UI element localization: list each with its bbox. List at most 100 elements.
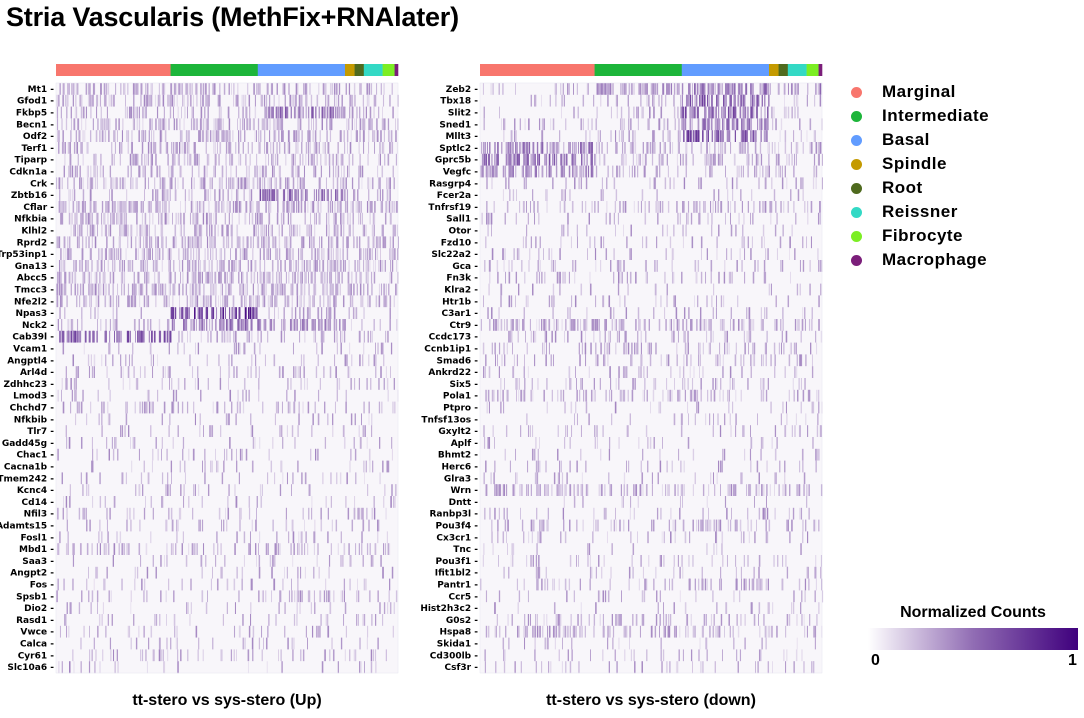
gene-label: Tiparp - <box>15 156 55 166</box>
heatmap-row-terf1 <box>56 142 398 154</box>
heatmap-row-ccr5 <box>480 590 824 603</box>
heatmap-row-gfod1 <box>56 94 399 107</box>
heatmap-row-fkbp5 <box>56 106 398 119</box>
heatmap-row-kcnc4 <box>56 484 398 497</box>
heatmap-row-odf2 <box>56 130 398 143</box>
heatmap-row-calca <box>56 637 398 650</box>
heatmap-row-tmcc3 <box>56 283 398 296</box>
gene-label: Nfe2l2 - <box>14 297 54 307</box>
heatmap-row-aplf <box>480 437 822 449</box>
heatmap-row-herc6 <box>480 460 822 473</box>
heatmap-row-tmem242 <box>56 472 398 485</box>
legend-dot-icon <box>851 158 862 170</box>
gene-label: Slc10a6 - <box>7 663 54 673</box>
gene-label: Ranbp3l - <box>429 510 478 520</box>
gene-label: Glra3 - <box>444 474 478 484</box>
legend-label: Spindle <box>882 154 947 173</box>
gene-label: Bhmt2 - <box>438 451 478 461</box>
heatmap-row-cx3cr1 <box>480 531 822 544</box>
gene-label: Zeb2 - <box>446 85 478 95</box>
gene-label: Aplf - <box>451 439 479 449</box>
legend-dot-icon <box>851 254 862 266</box>
heatmap-row-cdkn1a <box>56 165 398 178</box>
heatmap-row-nfe2l2 <box>56 295 398 308</box>
heatmap-row-tiparp <box>56 153 398 166</box>
heatmap-row-fcer2a <box>480 189 822 202</box>
heatmap-row-lmod3 <box>56 389 399 402</box>
gene-label: Tlr7 - <box>27 427 54 437</box>
gene-label: Saa3 - <box>22 557 54 567</box>
gene-label: Vcam1 - <box>13 344 54 354</box>
gene-label: Nfkbib - <box>14 415 55 425</box>
heatmap-row-crk <box>56 177 398 190</box>
gene-label: Klra2 - <box>444 285 478 295</box>
legend-label: Macrophage <box>882 250 988 269</box>
annotation-fibrocyte <box>382 64 395 76</box>
heatmap-row-fos <box>56 578 398 591</box>
gene-label: Tmem242 - <box>0 474 54 484</box>
annotation-macrophage <box>394 64 399 76</box>
gene-label: Tnfsf13os - <box>421 415 478 425</box>
gene-label: Ankrd22 - <box>428 368 478 378</box>
gene-label: Slc22a2 - <box>431 250 478 260</box>
heatmap-row-cflar <box>56 201 399 213</box>
heatmap-row-pou3f1 <box>480 555 822 567</box>
legend-label: Basal <box>882 130 930 149</box>
gene-label: Chchd7 - <box>10 403 55 413</box>
gene-label: Mbd1 - <box>19 545 54 555</box>
gene-label: Nck2 - <box>22 321 54 331</box>
heatmap-row-dio2 <box>56 602 398 615</box>
gene-label: Lmod3 - <box>13 392 54 402</box>
legend-dot-icon <box>851 86 862 98</box>
heatmap-row-tnfrsf19 <box>480 201 822 213</box>
gene-label: Ccdc173 - <box>429 333 479 343</box>
heatmap-row-ranbp3l <box>480 507 822 520</box>
gene-label: Pou3f1 - <box>436 557 479 567</box>
colorbar-title: Normalized Counts <box>900 604 1046 621</box>
gene-label: Cd14 - <box>22 498 55 508</box>
heatmap-row-dntt <box>480 496 822 508</box>
heatmap-row-gna13 <box>56 260 398 272</box>
annotation-spindle <box>768 64 779 76</box>
gene-label: Fosl1 - <box>20 533 54 543</box>
heatmap-row-tlr7 <box>56 425 398 438</box>
gene-label: Csf3r - <box>445 663 479 673</box>
legend-item-fibrocyte: Fibrocyte <box>848 224 989 248</box>
heatmap-row-chac1 <box>56 448 398 461</box>
heatmap-row-slit2 <box>480 106 822 119</box>
legend-item-reissner: Reissner <box>848 200 989 224</box>
heatmap-row-nfkbib <box>56 413 398 426</box>
legend-item-marginal: Marginal <box>848 80 989 104</box>
gene-label: Adamts15 - <box>0 521 54 531</box>
heatmap-row-klra2 <box>480 283 822 296</box>
gene-label: Dio2 - <box>24 604 54 614</box>
heatmap-row-saa3 <box>56 555 398 567</box>
heatmap-row-sned1 <box>480 118 823 131</box>
gene-label: Tmcc3 - <box>15 285 55 295</box>
annotation-reissner <box>363 64 383 76</box>
annotation-basal <box>257 64 346 76</box>
heatmap-row-hspa8 <box>480 625 823 638</box>
gene-label: Npas3 - <box>15 309 54 319</box>
gene-label: Terf1 - <box>21 144 54 154</box>
gene-label: Fn3k - <box>446 274 478 284</box>
heatmap-row-gca <box>480 260 823 272</box>
gene-label: Vegfc - <box>443 167 478 177</box>
gene-label: Six5 - <box>449 380 478 390</box>
page-title: Stria Vascularis (MethFix+RNAlater) <box>6 2 459 32</box>
gene-label: Tbx18 - <box>440 97 478 107</box>
heatmap-row-mllt3 <box>480 130 822 143</box>
gene-label: Gca - <box>452 262 478 272</box>
heatmap-row-cyr61 <box>56 649 398 662</box>
colorbar: Normalized Counts 0 1 <box>868 604 1080 669</box>
heatmap-row-cd300lb <box>480 649 822 662</box>
annotation-root <box>354 64 365 76</box>
legend-label: Reissner <box>882 202 958 221</box>
gene-label: Gna13 - <box>15 262 55 272</box>
heatmap-row-slc10a6 <box>56 661 398 674</box>
annotation-fibrocyte <box>806 64 819 76</box>
heatmap-row-npas3 <box>56 307 398 320</box>
gene-label: Cdkn1a - <box>9 167 54 177</box>
heatmap-row-hist2h3c2 <box>480 602 822 615</box>
gene-label: Cx3cr1 - <box>436 533 478 543</box>
